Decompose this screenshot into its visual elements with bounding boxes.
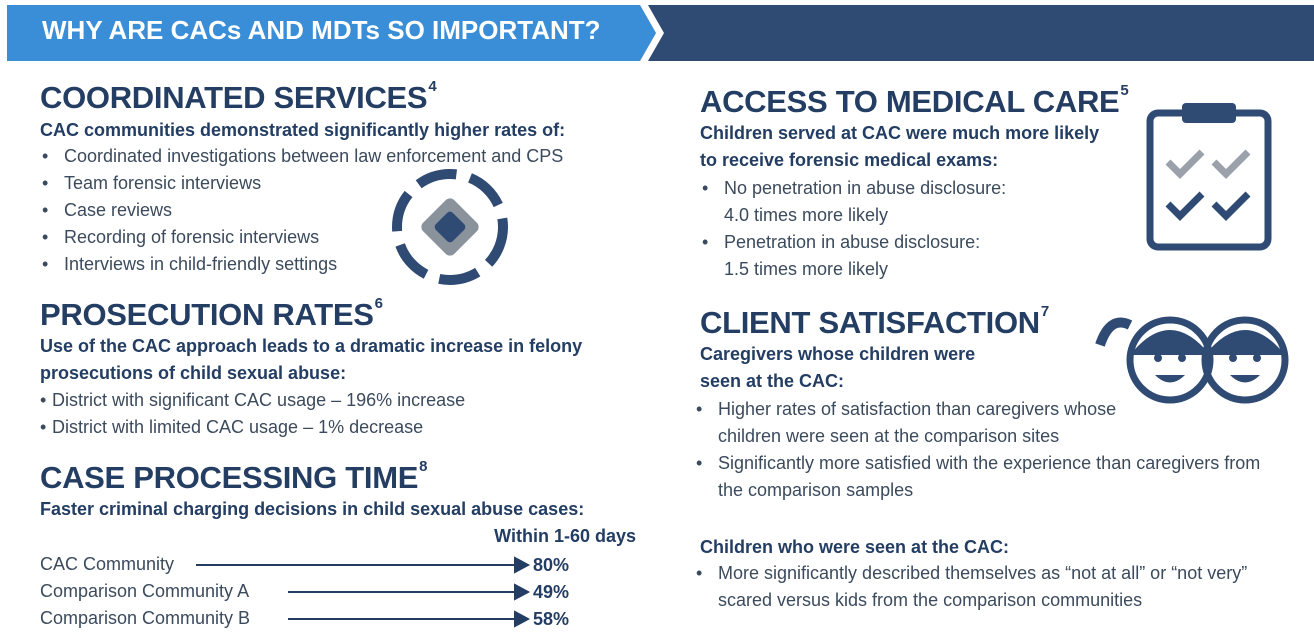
- title-text: ACCESS TO MEDICAL CARE: [700, 84, 1119, 119]
- title-text: CLIENT SATISFACTION: [700, 305, 1040, 340]
- ref: 7: [1041, 303, 1049, 320]
- header-title: WHY ARE CACs AND MDTs SO IMPORTANT?: [42, 15, 601, 46]
- list: Coordinated investigations between law e…: [40, 143, 660, 278]
- item-detail: 1.5 times more likely: [724, 259, 888, 279]
- title-text: COORDINATED SERVICES: [40, 80, 427, 115]
- item: More significantly described themselves …: [694, 560, 1274, 614]
- ref: 4: [428, 78, 436, 95]
- section-title: PROSECUTION RATES6: [40, 297, 383, 333]
- item-detail: 4.0 times more likely: [724, 205, 888, 225]
- page: WHY ARE CACs AND MDTs SO IMPORTANT? COOR…: [0, 0, 1314, 634]
- row-value: 80%: [533, 555, 569, 576]
- column-header: Within 1-60 days: [436, 523, 636, 550]
- list: More significantly described themselves …: [694, 560, 1274, 614]
- item: Higher rates of satisfaction than caregi…: [694, 396, 1138, 450]
- header-band: [640, 5, 1314, 61]
- row-label: CAC Community: [40, 551, 178, 578]
- item: Case reviews: [40, 197, 660, 224]
- title-text: CASE PROCESSING TIME: [40, 460, 418, 495]
- ref: 5: [1120, 82, 1128, 99]
- item: Penetration in abuse disclosure: 1.5 time…: [700, 229, 1120, 283]
- list: No penetration in abuse disclosure: 4.0 t…: [700, 175, 1120, 283]
- item-label: No penetration in abuse disclosure:: [724, 178, 1006, 198]
- item-label: Penetration in abuse disclosure:: [724, 232, 980, 252]
- item: District with limited CAC usage – 1% dec…: [40, 414, 660, 441]
- clipboard-icon: [1150, 103, 1268, 247]
- item: No penetration in abuse disclosure: 4.0 t…: [700, 175, 1120, 229]
- title-text: PROSECUTION RATES: [40, 297, 374, 332]
- item: Team forensic interviews: [40, 170, 660, 197]
- intro: Caregivers whose children were seen at t…: [700, 341, 1020, 395]
- list: Higher rates of satisfaction than caregi…: [694, 396, 1294, 504]
- item: Coordinated investigations between law e…: [40, 143, 660, 170]
- item: Significantly more satisfied with the ex…: [694, 450, 1288, 504]
- item: Recording of forensic interviews: [40, 224, 660, 251]
- item: District with significant CAC usage – 19…: [40, 387, 660, 414]
- ref: 8: [419, 458, 427, 475]
- section-title: CLIENT SATISFACTION7: [700, 305, 1049, 341]
- row-label: Comparison Community B: [40, 605, 254, 632]
- list: District with significant CAC usage – 19…: [40, 387, 660, 441]
- row-value: 49%: [533, 582, 569, 603]
- ref: 6: [375, 295, 383, 312]
- row-value: 58%: [533, 609, 569, 630]
- section-title: CASE PROCESSING TIME8: [40, 460, 427, 496]
- intro: CAC communities demonstrated significant…: [40, 117, 680, 144]
- section-title: ACCESS TO MEDICAL CARE5: [700, 84, 1128, 120]
- item: Interviews in child-friendly settings: [40, 251, 660, 278]
- subheading: Children who were seen at the CAC:: [700, 534, 1009, 561]
- children-icon: [1100, 320, 1285, 400]
- intro: Use of the CAC approach leads to a drama…: [40, 333, 650, 387]
- section-title: COORDINATED SERVICES4: [40, 80, 436, 116]
- row-label: Comparison Community A: [40, 578, 253, 605]
- intro: Faster criminal charging decisions in ch…: [40, 496, 680, 523]
- intro: Children served at CAC were much more li…: [700, 120, 1100, 174]
